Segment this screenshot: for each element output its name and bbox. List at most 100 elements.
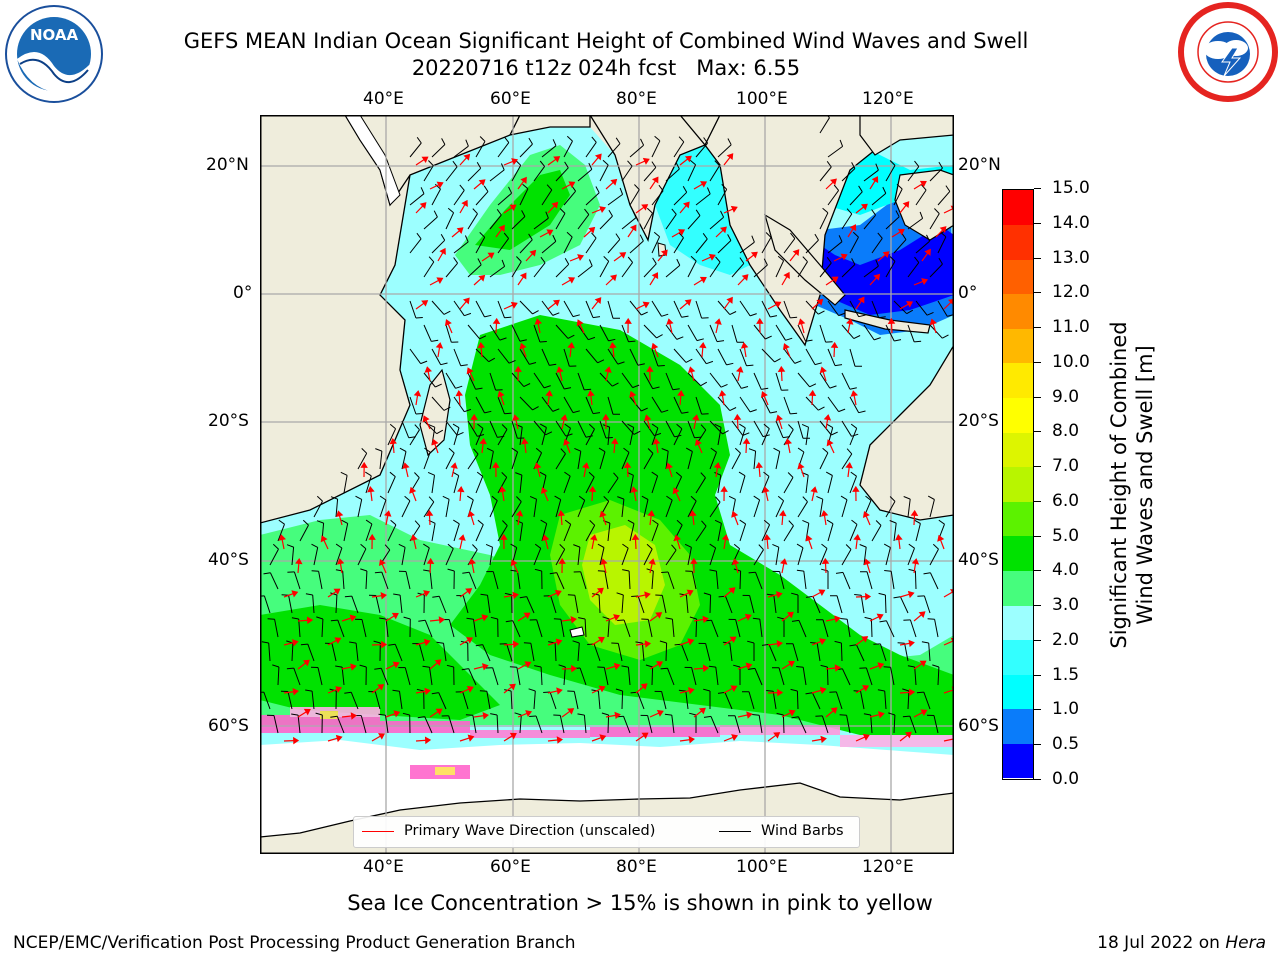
wind-barb [709, 372, 728, 388]
wave-direction-arrow [863, 558, 871, 574]
wave-direction-arrow [429, 659, 442, 670]
wave-direction-arrow [547, 299, 560, 310]
wave-direction-arrow [547, 156, 561, 166]
wind-barb [621, 420, 641, 435]
wind-barb [475, 644, 491, 662]
wave-direction-arrow [646, 365, 654, 382]
wind-barb [486, 571, 499, 590]
wind-barb [849, 231, 859, 254]
wind-barb [629, 138, 645, 158]
wind-barb [519, 137, 533, 158]
wind-barb [687, 255, 697, 278]
wave-direction-arrow [869, 613, 884, 622]
wind-barb [916, 691, 931, 710]
wind-barb [445, 420, 464, 436]
wave-direction-arrow [371, 591, 388, 600]
wave-direction-arrow [327, 588, 341, 598]
wind-barb [585, 396, 601, 415]
colorbar-tick-label: 11.0 [1052, 317, 1090, 338]
wind-barb [889, 520, 897, 542]
wave-direction-arrow [371, 733, 386, 742]
wave-direction-arrow [869, 176, 879, 190]
wind-barb [341, 519, 349, 542]
wind-barb [665, 208, 677, 230]
wind-barb [611, 642, 623, 662]
wind-barb [541, 139, 557, 158]
legend-wave-label: Primary Wave Direction (unscaled) [404, 823, 656, 839]
wind-barb [753, 372, 769, 390]
wind-barb [563, 348, 577, 367]
wave-direction-arrow [693, 664, 710, 673]
colorbar-tick-label: 14.0 [1052, 212, 1090, 233]
wave-direction-arrow [679, 201, 690, 214]
wind-barb [441, 715, 455, 734]
wind-barb [651, 300, 669, 317]
wind-barb [349, 641, 359, 662]
wind-barb [585, 348, 605, 364]
wave-direction-arrow [385, 710, 401, 718]
wind-barb [597, 570, 609, 590]
wave-direction-arrow [498, 486, 507, 502]
wave-direction-arrow [599, 510, 607, 526]
wind-barb [805, 692, 821, 710]
wave-direction-arrow [415, 156, 429, 166]
wave-direction-arrow [737, 613, 752, 622]
wind-barb [311, 543, 319, 566]
wave-direction-arrow [517, 176, 527, 190]
wind-barb [849, 644, 865, 662]
wind-barb [907, 160, 920, 182]
wave-direction-arrow [651, 342, 659, 358]
wave-direction-arrow [297, 708, 311, 718]
wind-barb [431, 183, 441, 206]
wave-direction-arrow [473, 274, 486, 286]
colorbar-tick [1034, 466, 1041, 468]
wind-barb [387, 423, 397, 446]
wind-barb [685, 570, 697, 590]
wave-direction-arrow [644, 414, 652, 430]
wave-direction-arrow [671, 229, 686, 238]
wind-barb [607, 396, 621, 415]
colorbar-title-line1: Significant Height of Combined [1107, 321, 1131, 649]
wind-barb [863, 163, 879, 182]
wind-barb [489, 495, 498, 518]
lon-tick-top-120e: 120°E [862, 89, 914, 109]
colorbar-tick [1034, 396, 1041, 398]
wind-barb [475, 519, 484, 542]
wave-direction-arrow [378, 559, 387, 574]
wave-direction-arrow [283, 590, 299, 598]
wind-barb [445, 543, 454, 566]
wind-barb [599, 420, 613, 439]
wind-barb [717, 184, 728, 206]
wave-direction-arrow [635, 591, 651, 599]
wind-barb [431, 300, 451, 315]
wind-barb [841, 448, 853, 470]
wind-barb [621, 256, 634, 278]
colorbar-tick-label: 8.0 [1052, 421, 1080, 442]
wind-barb [599, 324, 616, 342]
wind-barb [731, 372, 749, 389]
wave-direction-arrow [811, 638, 827, 646]
wind-barb [497, 472, 508, 494]
wave-direction-arrow [336, 558, 345, 574]
wind-barb [541, 396, 560, 412]
wind-barb [519, 348, 537, 365]
wind-barb [335, 543, 343, 566]
wind-barb [519, 396, 539, 411]
wind-barb [731, 257, 745, 278]
wind-barb [261, 641, 271, 662]
wind-barb [578, 617, 587, 638]
wind-barb [453, 519, 460, 542]
wind-barb [643, 543, 653, 566]
wind-barb [447, 568, 455, 590]
wind-barb [766, 690, 777, 710]
wave-direction-arrow [899, 301, 914, 310]
wave-direction-arrow [542, 534, 550, 550]
wave-direction-arrow [492, 461, 500, 478]
wind-barb [540, 519, 548, 542]
wind-barb [378, 713, 389, 734]
wind-barb [819, 372, 837, 389]
wind-barb [357, 448, 368, 470]
wind-barb [748, 571, 763, 590]
wave-direction-arrow [760, 391, 769, 406]
wave-direction-arrow [371, 684, 385, 694]
